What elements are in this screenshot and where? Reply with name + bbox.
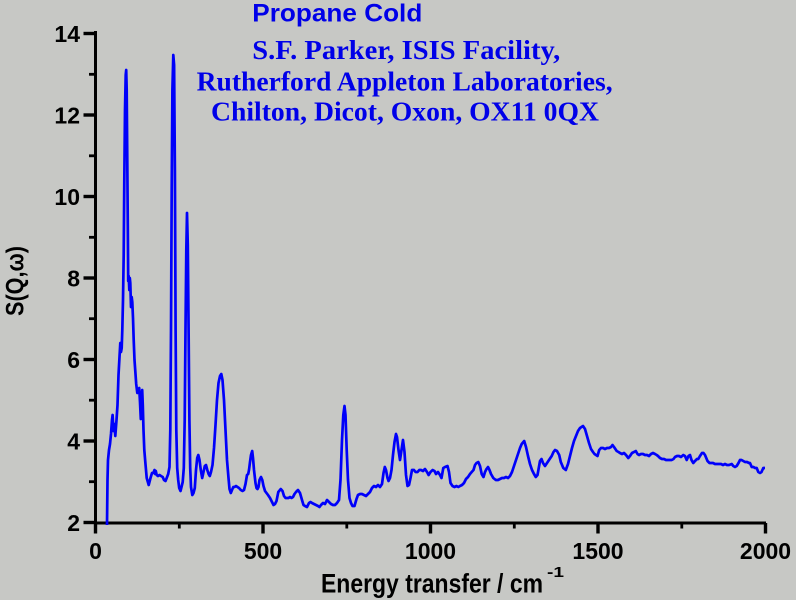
svg-text:8: 8 bbox=[67, 266, 80, 292]
svg-text:0: 0 bbox=[89, 538, 102, 564]
svg-text:S(Q,ω): S(Q,ω) bbox=[2, 246, 30, 316]
svg-text:2: 2 bbox=[67, 510, 80, 536]
svg-text:Chilton, Dicot, Oxon, OX11 0QX: Chilton, Dicot, Oxon, OX11 0QX bbox=[211, 96, 600, 126]
svg-text:Energy transfer / cm: Energy transfer / cm bbox=[321, 569, 543, 599]
svg-text:Propane Cold: Propane Cold bbox=[252, 0, 422, 28]
svg-text:2000: 2000 bbox=[740, 538, 791, 564]
svg-text:1000: 1000 bbox=[405, 538, 456, 564]
svg-text:12: 12 bbox=[54, 103, 80, 129]
svg-text:S.F. Parker, ISIS Facility,: S.F. Parker, ISIS Facility, bbox=[252, 35, 560, 65]
svg-text:4: 4 bbox=[67, 429, 80, 455]
svg-text:500: 500 bbox=[244, 538, 282, 564]
svg-text:6: 6 bbox=[67, 347, 80, 373]
svg-text:Rutherford Appleton Laboratori: Rutherford Appleton Laboratories, bbox=[197, 66, 613, 96]
svg-text:-1: -1 bbox=[547, 564, 564, 581]
svg-text:14: 14 bbox=[54, 21, 80, 47]
svg-text:1500: 1500 bbox=[572, 538, 623, 564]
svg-text:10: 10 bbox=[54, 184, 80, 210]
